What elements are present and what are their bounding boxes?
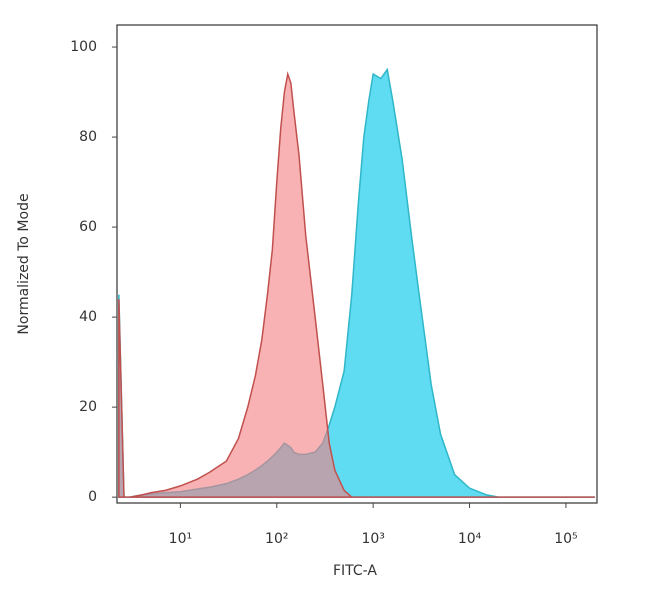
y-axis-label: Normalized To Mode	[16, 193, 32, 334]
y-tick-label: 40	[79, 309, 97, 325]
y-tick-label: 60	[79, 219, 97, 235]
y-tick-label: 0	[88, 489, 97, 505]
histogram-area	[118, 67, 595, 498]
x-tick-label: 10²	[265, 531, 288, 547]
x-tick-label: 10⁴	[458, 531, 482, 547]
x-axis-label: FITC-A	[333, 563, 377, 579]
y-tick-label: 100	[70, 39, 97, 55]
histogram-area	[118, 71, 595, 498]
plot-frame	[116, 24, 598, 504]
x-tick-label: 10³	[361, 531, 384, 547]
y-tick-label: 20	[79, 399, 97, 415]
x-tick-label: 10⁵	[554, 531, 577, 547]
x-tick-label: 10¹	[169, 531, 192, 547]
y-tick-label: 80	[79, 129, 97, 145]
